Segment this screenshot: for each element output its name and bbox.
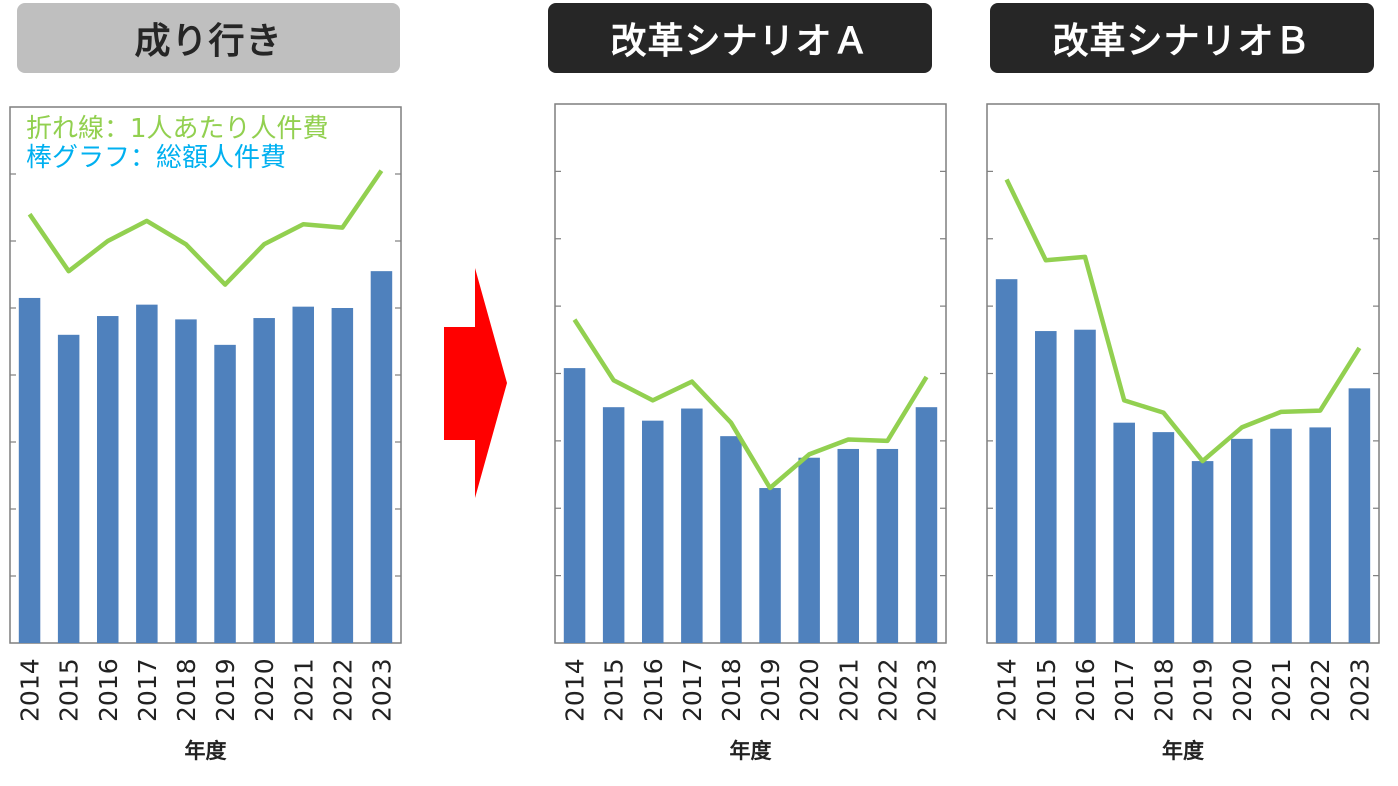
chart-2-xtick-label: 2023 [1345,658,1374,722]
chart-1-bar-2022 [876,448,899,643]
chart-0-line-series [27,169,384,287]
chart-0-xtick-label: 2014 [16,658,45,722]
chart-2-bar-2019 [1191,461,1214,643]
chart-2-xtick-label: 2014 [993,658,1022,722]
chart-2-bar-2021 [1270,428,1292,643]
chart-2-xtick-label: 2020 [1228,658,1257,722]
chart-0-xtick-label: 2016 [94,658,123,722]
chart-0-bar-2014 [18,297,41,643]
chart-1-xtick-label: 2015 [600,658,629,722]
right-arrow-icon [444,268,507,498]
chart-2-bar-2022 [1309,427,1331,643]
chart-2-xtick-label: 2017 [1110,658,1139,722]
chart-2-xtick-label: 2016 [1071,658,1100,722]
header-scenario-b-label: 改革シナリオＢ [1052,21,1312,62]
chart-2-xtick-label: 2019 [1189,658,1218,722]
header-baseline: 成り行き [17,3,400,73]
chart-1-bar-2017 [681,408,703,643]
chart-2-line-series [1004,178,1362,464]
chart-0-xtick-label: 2023 [367,658,396,722]
chart-1-xtick-label: 2019 [756,658,785,722]
chart-1-xtick-label: 2023 [913,658,942,722]
chart-0-xtick-label: 2020 [250,658,279,722]
legend-bar-text: 棒グラフ：総額人件費 [26,143,287,173]
chart-0-xtick-label: 2015 [55,658,84,722]
chart-1-bar-2015 [602,407,625,643]
chart-2-xtick-label: 2015 [1032,658,1061,722]
chart-0-bar-2022 [331,308,354,643]
chart-0-bar-2019 [214,344,236,643]
chart-0-xtick-label: 2021 [289,658,318,722]
chart-2-xlabel: 年度 [1162,739,1204,763]
chart-2-xtick-label: 2022 [1306,658,1335,722]
chart-1-bar-2014 [563,368,586,643]
chart-0-bar-2023 [370,271,393,643]
chart-0-xtick-label: 2019 [211,658,240,722]
chart-1-bar-2020 [798,457,820,643]
chart-2-bar-2014 [995,279,1018,643]
chart-2-bar-2023 [1348,388,1371,643]
chart-0-xtick-label: 2017 [133,658,162,722]
chart-2-bar-2018 [1152,432,1175,643]
chart-2-xtick-label: 2018 [1149,658,1178,722]
chart-0-bar-2016 [96,316,119,643]
chart-0-bar-2021 [292,306,315,643]
chart-0-bar-2018 [175,319,197,643]
chart-0-xlabel: 年度 [185,739,227,763]
header-scenario-a: 改革シナリオＡ [548,3,932,73]
chart-1-xtick-label: 2020 [795,658,824,722]
header-scenario-a-label: 改革シナリオＡ [610,21,870,62]
chart-0-bar-2020 [253,318,275,643]
chart-2-bar-2020 [1231,438,1253,643]
chart-1-xlabel: 年度 [730,739,772,763]
chart-1-bar-2016 [641,420,664,643]
header-baseline-label: 成り行き [134,21,283,62]
chart-1-xtick-label: 2018 [717,658,746,722]
chart-2-bar-2017 [1113,422,1135,643]
chart-2-bar-2016 [1074,329,1096,643]
header-scenario-b: 改革シナリオＢ [990,3,1374,73]
chart-1-line-series [572,318,929,491]
chart-0-bar-2015 [57,334,80,643]
chart-1-xtick-label: 2022 [873,658,902,722]
chart-0-xtick-label: 2022 [328,658,357,722]
chart-2-bar-2015 [1035,331,1057,643]
chart-1-xtick-label: 2017 [678,658,707,722]
chart-2-xtick-label: 2021 [1267,658,1296,722]
chart-1-xtick-label: 2021 [834,658,863,722]
chart-1-xtick-label: 2014 [561,658,590,722]
chart-0-xtick-label: 2018 [172,658,201,722]
chart-1-xtick-label: 2016 [639,658,668,722]
chart-0-bar-2017 [136,304,158,643]
chart-1-bar-2023 [915,407,938,643]
chart-1-bar-2018 [720,436,742,643]
legend-line-text: 折れ線：1人あたり人件費 [26,114,329,144]
chart-1-bar-2019 [759,488,781,643]
chart-1-bar-2021 [837,448,860,643]
